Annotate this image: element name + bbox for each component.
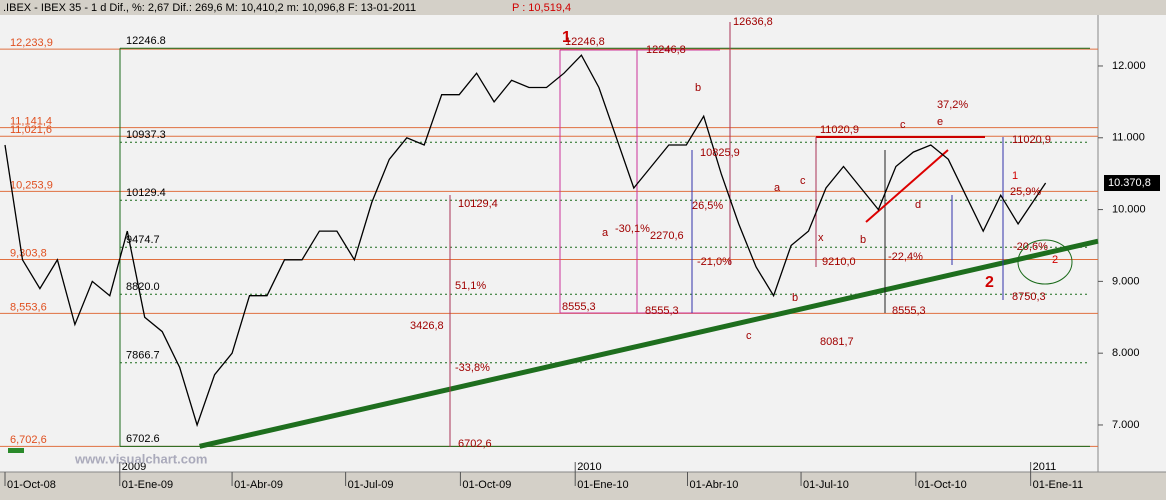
annotation: 51,1% <box>455 280 486 292</box>
retracement-label: 9474.7 <box>126 234 160 246</box>
annotation: 12246,8 <box>646 44 686 56</box>
annotation: 1 <box>1012 170 1018 182</box>
annotation: b <box>695 82 701 94</box>
y-tick-label: 10.000 <box>1112 203 1146 215</box>
level-label: 6,702,6 <box>10 434 47 446</box>
annotation: -33,8% <box>455 362 490 374</box>
retracement-label: 10129.4 <box>126 187 166 199</box>
level-label: 9,303,8 <box>10 247 47 259</box>
retracement-label: 10937.3 <box>126 129 166 141</box>
level-label: 11,021,6 <box>10 124 52 136</box>
annotation: a <box>602 227 609 239</box>
price-line <box>4 54 1047 428</box>
annotation: 11020,9 <box>1012 134 1051 146</box>
annotation: b <box>792 292 798 304</box>
annotation: 3426,8 <box>410 320 444 332</box>
marker <box>8 448 24 453</box>
annotation: -21,0% <box>697 256 732 268</box>
annotation: 9210,0 <box>822 256 856 268</box>
y-tick-label: 8.000 <box>1112 347 1140 359</box>
header-price: P : 10,519,4 <box>512 2 571 14</box>
y-tick-label: 7.000 <box>1112 419 1140 431</box>
x-tick-label: 01-Jul-10 <box>803 479 849 491</box>
annotation: 11020,9 <box>820 124 859 136</box>
annotation: 8081,7 <box>820 336 854 348</box>
annotation: b <box>860 234 866 246</box>
annotation: 8555,3 <box>562 301 596 313</box>
watermark: www.visualchart.com <box>74 451 207 466</box>
annotation: -20,6% <box>1013 241 1048 253</box>
annotation: a <box>774 182 781 194</box>
level-label: 11,141,4 <box>10 116 52 128</box>
year-label: 2011 <box>1033 461 1057 473</box>
annotation: 12246,8 <box>565 36 605 48</box>
annotation: 2 <box>1052 254 1058 266</box>
annotation: 26,5% <box>692 200 723 212</box>
last-value-box <box>1104 175 1160 192</box>
annotation: 1 <box>562 29 571 46</box>
annotation: 10129,4 <box>458 198 498 210</box>
x-tick-label: 01-Ene-11 <box>1033 479 1084 491</box>
annotation: x <box>818 232 824 244</box>
annotation: 2 <box>985 274 994 291</box>
x-tick-label: 01-Oct-10 <box>918 479 967 491</box>
retracement-label: 12246.8 <box>126 35 166 47</box>
drawing <box>865 149 949 223</box>
level-label: 12,233,9 <box>10 37 53 49</box>
annotation: 37,2% <box>937 99 968 111</box>
drawing <box>1017 239 1073 285</box>
annotation: e <box>937 116 943 128</box>
annotation: 10825,9 <box>700 147 740 159</box>
annotation: c <box>746 330 752 342</box>
level-label: 8,553,6 <box>10 301 47 313</box>
annotation: -30,1% <box>615 223 650 235</box>
annotation: 12636,8 <box>733 16 773 28</box>
y-tick-label: 9.000 <box>1112 275 1140 287</box>
annotation: -22,4% <box>888 251 923 263</box>
x-tick-label: 01-Jul-09 <box>348 479 394 491</box>
annotation: c <box>800 175 806 187</box>
x-tick-label: 01-Ene-10 <box>577 479 628 491</box>
x-tick-label: 01-Abr-10 <box>689 479 738 491</box>
annotation: 8555,3 <box>892 305 926 317</box>
annotation: d <box>915 199 921 211</box>
annotation: 6702,6 <box>458 438 492 450</box>
annotation: 2270,6 <box>650 230 684 242</box>
year-label: 2010 <box>577 461 601 473</box>
x-tick-label: 01-Abr-09 <box>234 479 283 491</box>
plot-area <box>0 15 1098 472</box>
retracement-label: 6702.6 <box>126 433 160 445</box>
annotation: 8750,3 <box>1012 291 1046 303</box>
annotation: 25,9% <box>1010 186 1041 198</box>
y-tick-label: 12.000 <box>1112 60 1146 72</box>
annotation: c <box>900 119 906 131</box>
retracement-label: 7866.7 <box>126 350 160 362</box>
x-tick-label: 01-Ene-09 <box>122 479 173 491</box>
x-tick-label: 01-Oct-08 <box>7 479 56 491</box>
x-tick-label: 01-Oct-09 <box>462 479 511 491</box>
trendline <box>199 238 1099 449</box>
axis-area <box>1098 15 1166 472</box>
header: .IBEX - IBEX 35 - 1 d Dif., %: 2,67 Dif.… <box>3 2 416 14</box>
retracement-label: 8820.0 <box>126 281 160 293</box>
y-tick-label: 11.000 <box>1112 132 1145 144</box>
annotation: 8555,3 <box>645 305 679 317</box>
level-label: 10,253,9 <box>10 179 53 191</box>
year-label: 2009 <box>122 461 146 473</box>
last-value-label: 10.370,8 <box>1108 177 1151 189</box>
